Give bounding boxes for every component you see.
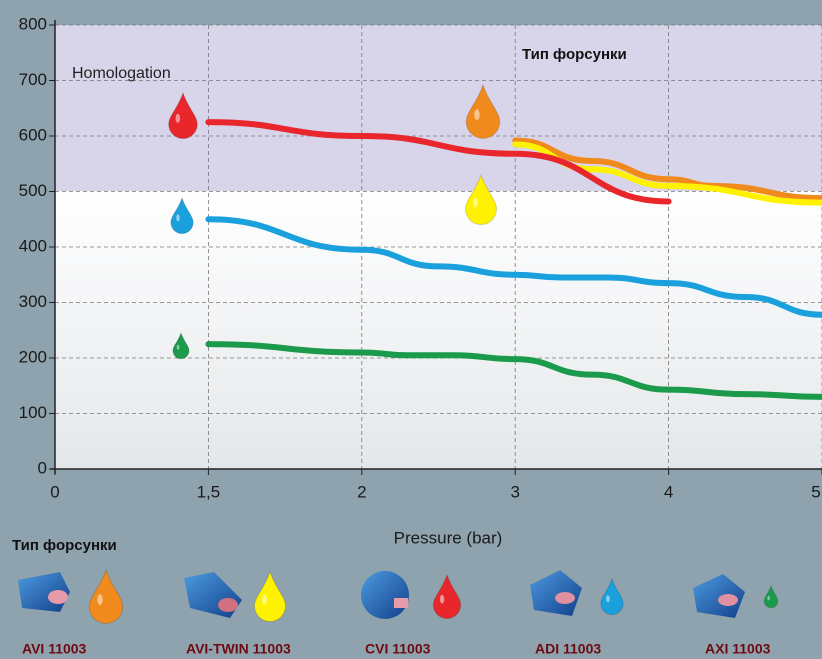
legend-label: AVI 11003 (22, 641, 87, 657)
x-tick-label: 5 (811, 482, 820, 501)
y-tick-label: 700 (19, 70, 47, 89)
legend-label: CVI 11003 (365, 641, 431, 657)
legend-swatch (763, 584, 779, 609)
legend-title: Тип форсунки (12, 537, 117, 554)
x-tick-label: 3 (510, 482, 519, 501)
nozzle-icons (18, 570, 745, 619)
legend-swatch-shine (439, 594, 445, 604)
drop-icon (172, 331, 190, 360)
legend-swatch-shine (261, 594, 267, 605)
legend-label: ADI 11003 (535, 641, 601, 657)
series-line (205, 119, 672, 205)
legend-swatch (600, 577, 624, 616)
drop-icon-shine (474, 109, 480, 121)
legend-label: AVI-TWIN 11003 (186, 641, 291, 657)
x-tick-label: 0 (50, 482, 59, 501)
legend-swatch (88, 568, 124, 624)
y-tick-label: 300 (19, 292, 47, 311)
x-tick-label: 2 (357, 482, 366, 501)
drop-icon-shine (176, 344, 180, 350)
y-tick-label: 0 (38, 458, 47, 477)
drop-icon (465, 83, 501, 139)
legend-swatch-shine (767, 595, 770, 601)
y-tick-label: 200 (19, 347, 47, 366)
y-tick-label: 500 (19, 181, 47, 200)
y-tick-label: 100 (19, 403, 47, 422)
legend-swatch-shine (606, 595, 610, 603)
drop-icon-shine (175, 113, 181, 123)
drop-icon (464, 173, 498, 225)
legend-swatch-shine (97, 594, 103, 606)
series-line (205, 216, 822, 318)
series-line (205, 341, 822, 400)
series-line (512, 137, 822, 202)
drop-icon (168, 91, 198, 139)
legend-label: AXI 11003 (705, 641, 771, 657)
homologation-zone (55, 25, 822, 191)
y-tick-label: 600 (19, 125, 47, 144)
plot-area (55, 191, 822, 469)
drop-icon-shine (472, 197, 478, 208)
x-tick-label: 4 (664, 482, 673, 501)
annotation: Тип форсунки (522, 46, 627, 63)
x-tick-label: 1,5 (197, 482, 221, 501)
drop-icon-shine (176, 214, 180, 222)
legend-swatch (432, 573, 462, 620)
drop-icon (170, 196, 194, 235)
annotation: Homologation (72, 65, 171, 82)
y-tick-label: 400 (19, 236, 47, 255)
y-tick-label: 800 (19, 14, 47, 33)
x-axis-label: Pressure (bar) (394, 528, 503, 547)
legend-swatch (253, 570, 287, 622)
